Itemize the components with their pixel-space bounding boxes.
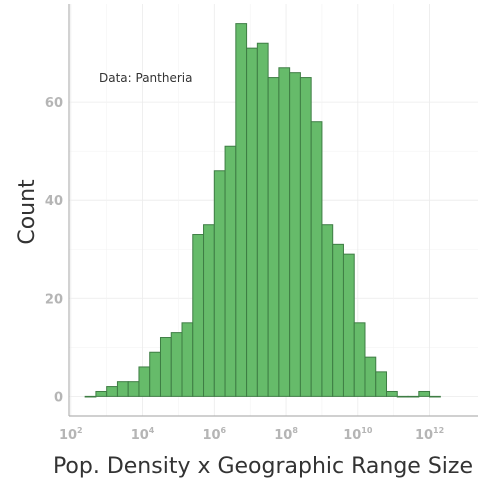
histogram-bar bbox=[310, 121, 323, 397]
x-tick-label: 106 bbox=[202, 426, 226, 443]
data-source-annotation: Data: Pantheria bbox=[99, 71, 192, 85]
tick-labels: 0 20 40 60 102 104 106 108 1010 1012 bbox=[45, 96, 444, 443]
y-axis-title: Count bbox=[15, 179, 40, 245]
histogram-bar bbox=[116, 381, 129, 397]
histogram-bars bbox=[84, 23, 441, 398]
histogram-bar bbox=[159, 337, 172, 397]
histogram-bar bbox=[192, 234, 205, 397]
histogram-bar bbox=[321, 224, 334, 397]
histogram-bar bbox=[353, 322, 366, 397]
x-tick-label: 1012 bbox=[415, 426, 444, 443]
histogram-bar bbox=[149, 351, 161, 397]
histogram-bar bbox=[386, 390, 398, 397]
x-axis-title: Pop. Density x Geographic Range Size bbox=[53, 454, 473, 479]
histogram-bar bbox=[181, 322, 194, 397]
histogram-bar bbox=[267, 77, 280, 397]
histogram-bar bbox=[429, 395, 441, 398]
histogram-bar bbox=[407, 395, 420, 398]
histogram-bar bbox=[224, 145, 237, 397]
histogram-bar bbox=[396, 395, 409, 398]
x-tick-label: 102 bbox=[59, 426, 83, 443]
histogram-bar bbox=[375, 371, 388, 397]
histogram-bar bbox=[138, 366, 151, 397]
x-tick-label: 1010 bbox=[343, 426, 373, 443]
histogram-bar bbox=[342, 253, 355, 397]
histogram-bar bbox=[289, 72, 301, 397]
histogram-bar bbox=[203, 224, 215, 397]
histogram-bar bbox=[246, 47, 258, 397]
histogram-bar bbox=[95, 390, 108, 397]
histogram-bar bbox=[364, 356, 377, 397]
histogram-bar bbox=[299, 77, 312, 397]
histogram-bar bbox=[127, 381, 140, 397]
x-tick-label: 108 bbox=[274, 426, 298, 443]
histogram-bar bbox=[84, 395, 97, 398]
axes bbox=[68, 4, 478, 417]
histogram-bar bbox=[235, 23, 248, 397]
histogram-bar bbox=[332, 243, 344, 397]
histogram-bar bbox=[278, 67, 291, 397]
y-tick-label: 20 bbox=[45, 292, 63, 307]
y-tick-label: 40 bbox=[45, 194, 63, 209]
histogram-bar bbox=[256, 42, 269, 397]
histogram-bar bbox=[170, 332, 183, 397]
x-tick-label: 104 bbox=[131, 426, 155, 443]
histogram-bar bbox=[418, 390, 431, 397]
y-tick-label: 0 bbox=[54, 390, 63, 405]
histogram-bar bbox=[213, 170, 226, 397]
y-tick-label: 60 bbox=[45, 96, 63, 111]
histogram-bar bbox=[106, 386, 118, 397]
